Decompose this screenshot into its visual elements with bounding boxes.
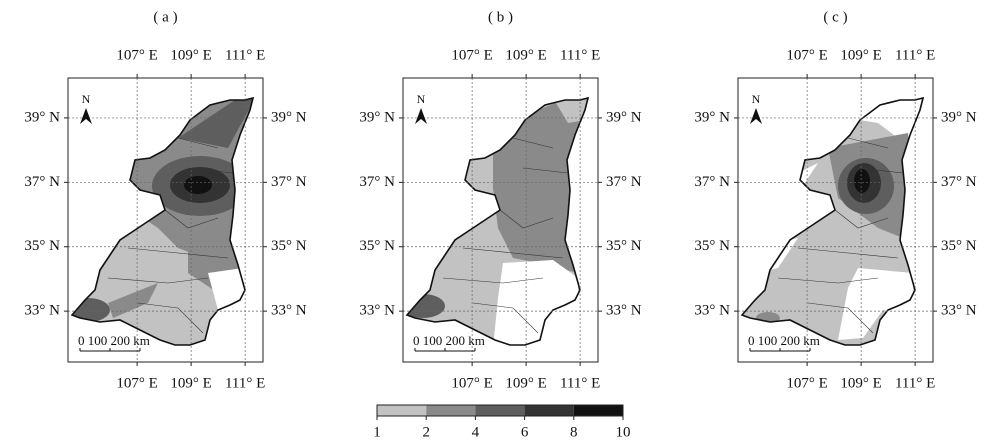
map-frame <box>67 77 264 363</box>
lat-label: 35° N <box>941 238 977 254</box>
lon-label: 111° E <box>225 47 265 63</box>
north-label: N <box>417 92 426 106</box>
lat-label: 33° N <box>359 303 395 319</box>
lat-label: 35° N <box>24 238 60 254</box>
lat-label: 39° N <box>694 109 730 125</box>
colorbar-segment <box>524 405 574 416</box>
scale-bar <box>749 348 811 352</box>
map-panel: 107° E 107° E 109° E 109° E 111° E 111° E 39° … <box>359 9 641 391</box>
lon-label: 111° E <box>560 375 600 391</box>
scale-bar <box>414 348 476 352</box>
lat-label: 37° N <box>606 174 642 190</box>
lat-label: 33° N <box>24 303 60 319</box>
lat-label: 33° N <box>694 303 730 319</box>
shading <box>742 98 923 345</box>
map-frame <box>737 77 934 363</box>
lon-label: 109° E <box>840 375 881 391</box>
lat-label: 37° N <box>359 174 395 190</box>
lat-label: 37° N <box>24 174 60 190</box>
city-boundaries <box>777 137 904 334</box>
shading <box>72 98 253 345</box>
lat-label: 39° N <box>941 109 977 125</box>
panel-label: ( b ) <box>488 9 513 25</box>
lat-label: 39° N <box>606 109 642 125</box>
lon-label: 107° E <box>451 375 492 391</box>
scale-label: 0 100 200 km <box>413 333 485 348</box>
lon-label: 111° E <box>895 375 935 391</box>
north-label: N <box>82 92 91 106</box>
map-frame <box>402 77 599 363</box>
lat-label: 35° N <box>694 238 730 254</box>
scale-label: 0 100 200 km <box>748 333 820 348</box>
lon-label: 109° E <box>505 47 546 63</box>
colorbar-segment <box>475 405 525 416</box>
colorbar-segment <box>377 405 427 416</box>
north-arrow <box>415 108 427 124</box>
lat-label: 35° N <box>359 238 395 254</box>
lat-label: 35° N <box>271 238 307 254</box>
lat-label: 37° N <box>271 174 307 190</box>
colorbar-label: 6 <box>521 424 529 440</box>
colorbar-label: 1 <box>373 424 381 440</box>
lon-label: 109° E <box>505 375 546 391</box>
north-arrow <box>750 108 762 124</box>
shading <box>407 98 588 345</box>
lon-label: 111° E <box>225 375 265 391</box>
lon-label: 111° E <box>895 47 935 63</box>
lat-label: 37° N <box>694 174 730 190</box>
colorbar-label: 2 <box>422 424 430 440</box>
panel-label: ( c ) <box>823 9 847 25</box>
lat-label: 35° N <box>606 238 642 254</box>
colorbar-segment <box>426 405 476 416</box>
lon-label: 107° E <box>786 375 827 391</box>
lat-label: 39° N <box>359 109 395 125</box>
lat-label: 33° N <box>941 303 977 319</box>
lon-label: 109° E <box>840 47 881 63</box>
north-arrow <box>80 108 92 124</box>
north-label: N <box>752 92 761 106</box>
scale-label: 0 100 200 km <box>78 333 150 348</box>
lon-label: 109° E <box>170 375 211 391</box>
lon-label: 107° E <box>451 47 492 63</box>
colorbar-label: 10 <box>616 424 631 440</box>
lon-label: 107° E <box>116 47 157 63</box>
lon-label: 107° E <box>786 47 827 63</box>
colorbar-label: 8 <box>570 424 578 440</box>
city-boundaries <box>107 137 234 334</box>
lon-label: 109° E <box>170 47 211 63</box>
map-panel: 107° E 107° E 109° E 109° E 111° E 111° E 39° … <box>24 9 306 391</box>
lat-label: 39° N <box>271 109 307 125</box>
lon-label: 111° E <box>560 47 600 63</box>
colorbar-label: 4 <box>472 424 480 440</box>
lat-label: 37° N <box>941 174 977 190</box>
map-panel: 107° E 107° E 109° E 109° E 111° E 111° E 39° … <box>694 9 976 391</box>
scale-bar <box>79 348 141 352</box>
panel-label: ( a ) <box>153 9 177 25</box>
lon-label: 107° E <box>116 375 157 391</box>
lat-label: 33° N <box>606 303 642 319</box>
lat-label: 39° N <box>24 109 60 125</box>
colorbar-frame <box>376 404 624 417</box>
colorbar-segment <box>573 405 623 416</box>
lat-label: 33° N <box>271 303 307 319</box>
city-boundaries <box>442 137 569 334</box>
